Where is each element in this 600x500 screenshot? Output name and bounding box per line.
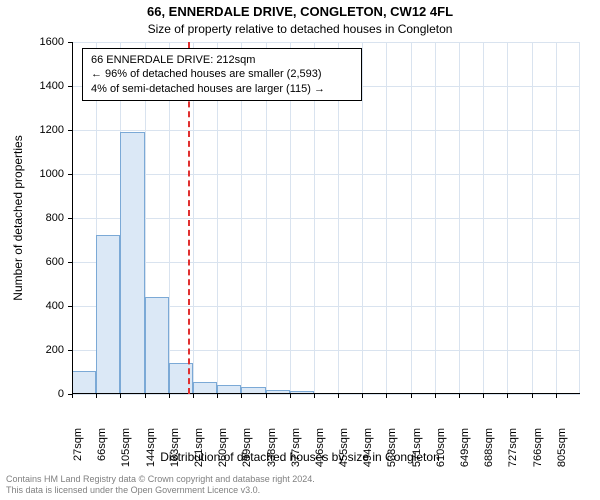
x-tick-label: 144sqm	[145, 428, 157, 478]
grid-v-line	[411, 42, 412, 394]
info-box-line: 4% of semi-detached houses are larger (1…	[91, 82, 353, 96]
y-tick-label: 400	[32, 300, 64, 312]
grid-h-line	[72, 130, 580, 131]
x-tick-mark	[266, 394, 267, 398]
y-tick-mark	[68, 218, 72, 219]
x-tick-mark	[411, 394, 412, 398]
grid-v-line	[483, 42, 484, 394]
x-tick-mark	[386, 394, 387, 398]
histogram-bar	[120, 132, 144, 394]
y-tick-label: 1200	[32, 124, 64, 136]
x-tick-label: 649sqm	[459, 428, 471, 478]
footer-line-2: This data is licensed under the Open Gov…	[6, 485, 315, 496]
info-box-line: 66 ENNERDALE DRIVE: 212sqm	[91, 53, 353, 67]
x-tick-label: 610sqm	[435, 428, 447, 478]
histogram-bar	[72, 371, 96, 394]
x-axis-line	[72, 393, 580, 394]
chart-container: 66, ENNERDALE DRIVE, CONGLETON, CW12 4FL…	[0, 0, 600, 500]
grid-h-line	[72, 42, 580, 43]
x-tick-label: 66sqm	[96, 428, 108, 478]
grid-v-line	[435, 42, 436, 394]
x-tick-mark	[483, 394, 484, 398]
x-tick-label: 377sqm	[290, 428, 302, 478]
y-axis-label: Number of detached properties	[11, 135, 25, 300]
x-tick-mark	[96, 394, 97, 398]
x-tick-label: 183sqm	[169, 428, 181, 478]
grid-v-line	[507, 42, 508, 394]
x-tick-mark	[193, 394, 194, 398]
y-tick-label: 200	[32, 344, 64, 356]
grid-v-line	[459, 42, 460, 394]
x-tick-label: 105sqm	[120, 428, 132, 478]
x-tick-mark	[362, 394, 363, 398]
info-box-line: ← 96% of detached houses are smaller (2,…	[91, 67, 353, 81]
x-tick-label: 494sqm	[362, 428, 374, 478]
x-tick-mark	[72, 394, 73, 398]
x-tick-mark	[169, 394, 170, 398]
x-tick-mark	[459, 394, 460, 398]
x-tick-mark	[532, 394, 533, 398]
y-tick-mark	[68, 306, 72, 307]
y-tick-mark	[68, 262, 72, 263]
histogram-bar	[96, 235, 120, 395]
x-tick-mark	[120, 394, 121, 398]
x-tick-label: 416sqm	[314, 428, 326, 478]
y-tick-mark	[68, 130, 72, 131]
y-tick-mark	[68, 350, 72, 351]
grid-v-line	[362, 42, 363, 394]
y-tick-mark	[68, 86, 72, 87]
x-tick-label: 221sqm	[193, 428, 205, 478]
y-tick-label: 1600	[32, 36, 64, 48]
x-tick-label: 688sqm	[483, 428, 495, 478]
x-tick-mark	[435, 394, 436, 398]
x-tick-label: 805sqm	[556, 428, 568, 478]
histogram-bar	[145, 297, 169, 394]
x-tick-mark	[241, 394, 242, 398]
grid-h-line	[72, 218, 580, 219]
x-tick-mark	[338, 394, 339, 398]
x-tick-label: 727sqm	[507, 428, 519, 478]
chart-title: 66, ENNERDALE DRIVE, CONGLETON, CW12 4FL	[0, 4, 600, 19]
x-tick-label: 27sqm	[72, 428, 84, 478]
grid-h-line	[72, 394, 580, 395]
x-tick-label: 455sqm	[338, 428, 350, 478]
x-tick-label: 299sqm	[241, 428, 253, 478]
x-tick-mark	[290, 394, 291, 398]
grid-v-line	[532, 42, 533, 394]
grid-h-line	[72, 174, 580, 175]
grid-v-line	[386, 42, 387, 394]
grid-v-line	[579, 42, 580, 394]
y-tick-mark	[68, 174, 72, 175]
y-tick-mark	[68, 42, 72, 43]
y-axis-line	[72, 42, 73, 394]
x-tick-label: 571sqm	[411, 428, 423, 478]
x-tick-mark	[314, 394, 315, 398]
grid-h-line	[72, 262, 580, 263]
x-tick-mark	[217, 394, 218, 398]
y-tick-label: 0	[32, 388, 64, 400]
y-tick-label: 800	[32, 212, 64, 224]
grid-v-line	[556, 42, 557, 394]
x-tick-mark	[507, 394, 508, 398]
y-tick-label: 1400	[32, 80, 64, 92]
x-tick-label: 338sqm	[266, 428, 278, 478]
x-tick-label: 260sqm	[217, 428, 229, 478]
x-tick-label: 766sqm	[532, 428, 544, 478]
x-tick-label: 533sqm	[386, 428, 398, 478]
y-tick-label: 600	[32, 256, 64, 268]
chart-subtitle: Size of property relative to detached ho…	[0, 22, 600, 36]
x-tick-mark	[145, 394, 146, 398]
x-tick-mark	[556, 394, 557, 398]
y-tick-label: 1000	[32, 168, 64, 180]
info-box: 66 ENNERDALE DRIVE: 212sqm← 96% of detac…	[82, 48, 362, 101]
